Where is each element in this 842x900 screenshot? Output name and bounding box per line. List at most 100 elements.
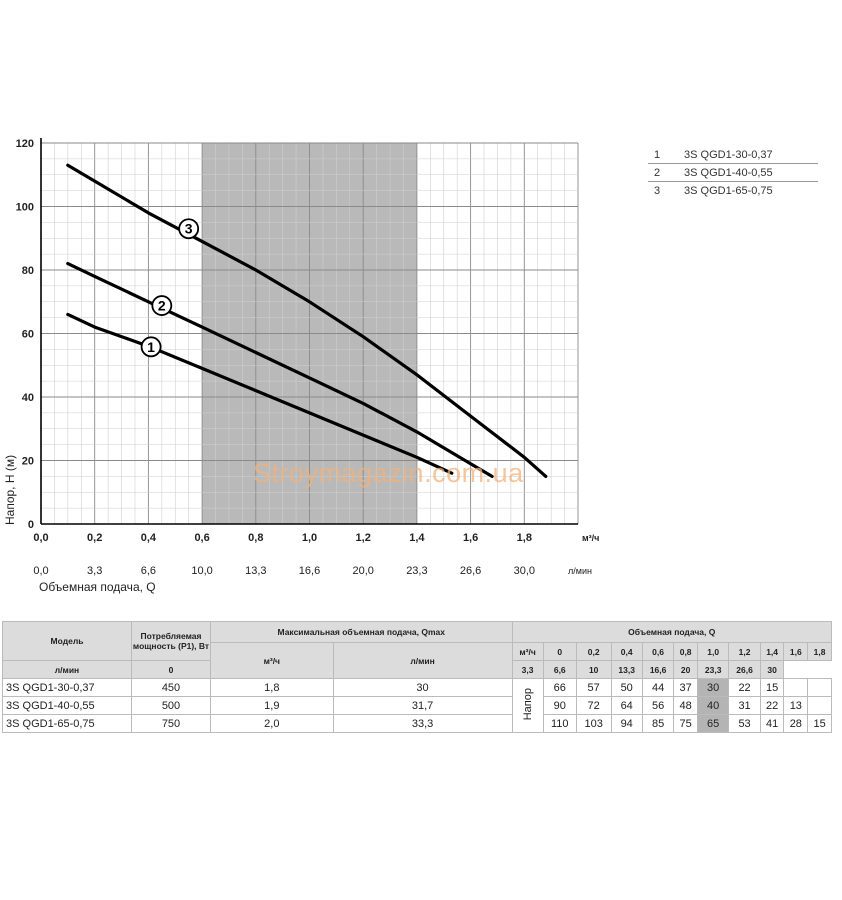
head-value-cell: 64 xyxy=(610,696,643,715)
head-value-cell: 15 xyxy=(759,678,785,697)
x-tick-label-lmin: 30,0 xyxy=(514,565,535,577)
head-value-cell: 103 xyxy=(575,714,612,733)
flow-q-lmin: 0 xyxy=(131,660,211,679)
watermark: Stroymagazin.com.ua xyxy=(253,458,524,488)
head-value-cell: 50 xyxy=(610,678,643,697)
head-value-cell: 28 xyxy=(783,714,809,733)
x-tick-label: 0,0 xyxy=(33,532,48,544)
x-tick-label: 0,6 xyxy=(194,532,209,544)
head-value-cell: 40 xyxy=(696,696,730,715)
table-units-row: м³/ч л/мин м³/ч 0 0,2 0,4 0,6 0,8 1,0 1,2 1,4 1,6 1,… xyxy=(3,642,832,679)
flow-q-m3: 1,4 xyxy=(759,642,785,661)
legend-name: 3S QGD1-65-0,75 xyxy=(684,184,773,197)
x-unit-m3: м³/ч xyxy=(582,533,599,543)
head-value-cell: 65 xyxy=(696,714,730,733)
x-tick-label: 0,4 xyxy=(141,532,157,544)
qmax-m3-cell: 1,8 xyxy=(210,678,334,697)
head-value-cell: 66 xyxy=(542,678,577,697)
qmax-lmin-cell: 33,3 xyxy=(332,714,513,733)
flow-q-lmin: 13,3 xyxy=(610,660,643,679)
x-tick-label-lmin: 20,0 xyxy=(352,565,373,577)
y-tick-label: 60 xyxy=(22,329,34,341)
model-cell: 3S QGD1-65-0,75 xyxy=(2,714,132,733)
legend-item: 2 3S QGD1-40-0,55 xyxy=(648,164,818,182)
flow-q-m3: 0,2 xyxy=(575,642,612,661)
flow-q-m3: 1,2 xyxy=(728,642,761,661)
head-value-cell: 44 xyxy=(641,678,675,697)
pump-curve-chart: 0 20 40 60 80 100 120 0,0 0,0 0,2 3,3 0,4 6,6 0,6 10,0… xyxy=(3,138,599,594)
header-qmax: Максимальная объемная подача, Qmax xyxy=(210,621,513,643)
series-line-2 xyxy=(66,262,494,478)
head-value-cell: 72 xyxy=(575,696,612,715)
x-tick-label: 0,2 xyxy=(87,532,102,544)
series-line-1 xyxy=(66,312,454,475)
flow-q-m3: 0,8 xyxy=(673,642,698,661)
flow-q-lmin: 10 xyxy=(575,660,612,679)
legend-name: 3S QGD1-40-0,55 xyxy=(684,166,773,179)
x-tick-label: 1,6 xyxy=(463,532,478,544)
flow-unit-lmin: л/мин xyxy=(2,660,132,679)
head-value-cell: 85 xyxy=(641,714,675,733)
head-value-cell: 22 xyxy=(728,678,761,697)
x-tick-label: 0,8 xyxy=(248,532,263,544)
flow-q-lmin: 3,3 xyxy=(511,660,544,679)
x-tick-label: 1,8 xyxy=(517,532,532,544)
chart-legend: 1 3S QGD1-30-0,37 2 3S QGD1-40-0,55 3 3S QG… xyxy=(648,146,818,199)
series-label-1: 1 xyxy=(147,339,155,355)
x-tick-label-lmin: 10,0 xyxy=(191,565,212,577)
y-tick-label: 80 xyxy=(22,265,34,277)
head-value-cell xyxy=(783,678,809,697)
x-unit-lmin: л/мин xyxy=(568,566,592,576)
legend-num: 1 xyxy=(654,148,661,161)
x-tick-label-lmin: 0,0 xyxy=(33,565,48,577)
table-header-row: Модель Потребляемая мощность (P1), Вт Ма… xyxy=(2,621,832,661)
flow-q-lmin: 20 xyxy=(673,660,698,679)
table-row: 3S QGD1-40-0,55 500 1,9 31,7 90 72 64 56 48 40 31 2… xyxy=(2,696,832,715)
flow-q-lmin: 26,6 xyxy=(728,660,761,679)
legend-item: 3 3S QGD1-65-0,75 xyxy=(648,182,818,199)
legend-num: 2 xyxy=(654,166,661,179)
power-cell: 750 xyxy=(131,714,211,733)
x-tick-label-lmin: 16,6 xyxy=(299,565,320,577)
flow-q-lmin: 16,6 xyxy=(641,660,675,679)
header-flow: Объемная подача, Q xyxy=(511,621,832,643)
head-value-cell: 75 xyxy=(673,714,698,733)
power-cell: 500 xyxy=(131,696,211,715)
table-row: 3S QGD1-30-0,37 450 1,8 30 Напор 66 57 50 44 37 30… xyxy=(2,678,832,733)
flow-q-lmin: 30 xyxy=(759,660,785,679)
x-tick-label: 1,2 xyxy=(356,532,371,544)
head-label-cell: Напор xyxy=(511,678,544,733)
qmax-unit-m3: м³/ч xyxy=(210,642,334,679)
qmax-m3-cell: 2,0 xyxy=(210,714,334,733)
header-model: Модель xyxy=(2,621,132,661)
head-value-cell: 15 xyxy=(807,714,832,733)
legend-item: 1 3S QGD1-30-0,37 xyxy=(648,146,818,164)
y-tick-label: 0 xyxy=(28,519,34,531)
spec-table: Модель Потребляемая мощность (P1), Вт Ма… xyxy=(2,621,832,733)
header-power: Потребляемая мощность (P1), Вт xyxy=(131,621,211,661)
head-value-cell: 41 xyxy=(759,714,785,733)
model-cell: 3S QGD1-30-0,37 xyxy=(2,678,132,697)
head-value-cell: 94 xyxy=(610,714,643,733)
series-label-2: 2 xyxy=(158,298,166,314)
x-tick-label-lmin: 6,6 xyxy=(141,565,156,577)
head-value-cell: 110 xyxy=(542,714,577,733)
head-value-cell xyxy=(807,678,832,697)
x-axis-label: Объемная подача, Q xyxy=(39,580,156,594)
head-value-cell: 53 xyxy=(728,714,761,733)
power-cell: 450 xyxy=(131,678,211,697)
head-value-cell: 30 xyxy=(696,678,730,697)
x-tick-label-lmin: 23,3 xyxy=(406,565,427,577)
table-row: 3S QGD1-65-0,75 750 2,0 33,3 110 103 94 85 75 65 5… xyxy=(2,714,832,733)
legend-num: 3 xyxy=(654,184,661,197)
head-label: Напор xyxy=(521,687,534,721)
y-tick-label: 40 xyxy=(22,392,34,404)
head-value-cell: 13 xyxy=(783,696,809,715)
flow-q-m3: 0,4 xyxy=(610,642,643,661)
head-value-cell: 31 xyxy=(728,696,761,715)
head-value-cell: 56 xyxy=(641,696,675,715)
series-line-3 xyxy=(66,163,548,478)
x-tick-label-lmin: 26,6 xyxy=(460,565,481,577)
x-tick-label-lmin: 3,3 xyxy=(87,565,102,577)
series-marker-2 xyxy=(151,295,173,316)
